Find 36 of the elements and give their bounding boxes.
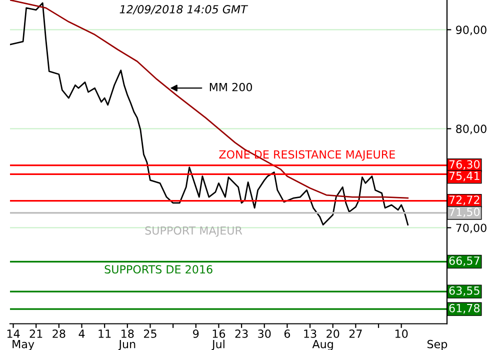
x-tick-label: 27 [349,330,362,338]
x-tick-label: 20 [326,330,340,338]
x2-tick-label: May [12,340,34,350]
x-tick-label: 10 [395,330,408,338]
x-tick-label: 11 [98,330,111,338]
x2-tick-label: Aug [312,340,333,350]
x-tick-label: 30 [258,330,271,338]
y-tick-label: 70,00 [456,224,486,234]
x-tick-label: 25 [144,330,156,338]
x-tick-label: 6 [284,330,290,338]
ref-line-label: 63,55 [449,286,480,296]
x-tick-label: 23 [235,330,248,338]
x-tick-label: 18 [122,330,134,338]
ref-line-label: 71,50 [449,208,480,218]
x-tick-label: 13 [304,330,316,338]
x-tick-label: 21 [30,330,42,338]
x-tick-label: 28 [52,330,66,338]
y-tick-label: 80,00 [456,124,486,134]
annotation: SUPPORT MAJEUR [145,226,242,237]
x-tick-label: 4 [78,330,85,338]
x-tick-label: 14 [7,330,20,338]
x-tick-label: 9 [193,330,199,338]
x-tick-label: 16 [212,330,226,338]
ref-line-label: 76,30 [449,160,480,170]
ref-line-label: 72,72 [449,196,480,206]
annotation: SUPPORTS DE 2016 [104,265,212,274]
annotation: ZONE DE RESISTANCE MAJEURE [219,150,395,161]
ref-line-label: 75,41 [449,172,480,182]
ref-line-label: 66,57 [449,256,480,266]
x2-tick-label: Sep [427,340,448,350]
annotation: 12/09/2018 14:05 GMT [120,5,248,14]
x2-tick-label: Jun [118,340,136,350]
y-tick-label: 90,00 [456,26,486,36]
annotation: MM 200 [210,82,252,92]
x2-tick-label: Jul [211,340,224,350]
ref-line-label: 61,78 [449,304,480,314]
